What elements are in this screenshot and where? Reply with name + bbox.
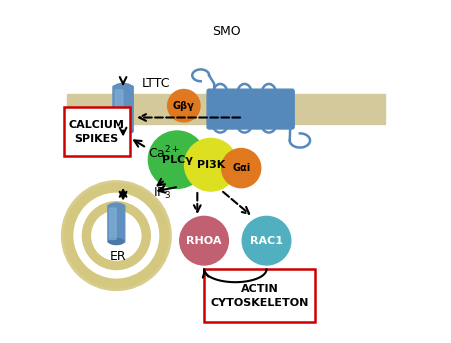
Circle shape — [184, 139, 237, 191]
Circle shape — [148, 131, 205, 188]
Ellipse shape — [114, 83, 132, 91]
FancyBboxPatch shape — [255, 89, 269, 129]
Bar — [67, 94, 384, 124]
Ellipse shape — [114, 127, 132, 135]
FancyBboxPatch shape — [267, 89, 281, 129]
Circle shape — [242, 216, 290, 265]
FancyBboxPatch shape — [243, 89, 257, 129]
FancyBboxPatch shape — [64, 107, 129, 156]
FancyBboxPatch shape — [231, 89, 245, 129]
FancyBboxPatch shape — [203, 269, 315, 322]
Text: ER: ER — [110, 250, 126, 263]
Ellipse shape — [91, 210, 141, 261]
Circle shape — [221, 149, 260, 188]
Text: PI3K: PI3K — [196, 160, 225, 170]
Ellipse shape — [109, 203, 124, 209]
Text: RHOA: RHOA — [186, 236, 221, 246]
Text: PLCγ: PLCγ — [161, 155, 192, 165]
Text: LTTC: LTTC — [141, 77, 170, 90]
FancyBboxPatch shape — [113, 86, 133, 132]
Text: CALCIUM
SPIKES: CALCIUM SPIKES — [69, 120, 124, 144]
FancyBboxPatch shape — [207, 89, 221, 129]
Circle shape — [179, 216, 228, 265]
FancyBboxPatch shape — [115, 90, 123, 128]
Circle shape — [167, 90, 200, 122]
Text: ACTIN
CYTOSKELETON: ACTIN CYTOSKELETON — [210, 284, 308, 308]
FancyBboxPatch shape — [108, 205, 124, 243]
Text: RAC1: RAC1 — [249, 236, 282, 246]
FancyBboxPatch shape — [219, 89, 233, 129]
Text: SMO: SMO — [212, 25, 240, 38]
Text: Gαi: Gαi — [231, 163, 250, 173]
FancyBboxPatch shape — [279, 89, 294, 129]
Text: Ca$^{2+}$: Ca$^{2+}$ — [148, 145, 180, 161]
Text: IP$_3$: IP$_3$ — [153, 186, 171, 201]
Ellipse shape — [109, 238, 124, 245]
Text: Gβγ: Gβγ — [172, 101, 194, 111]
FancyBboxPatch shape — [109, 208, 116, 239]
